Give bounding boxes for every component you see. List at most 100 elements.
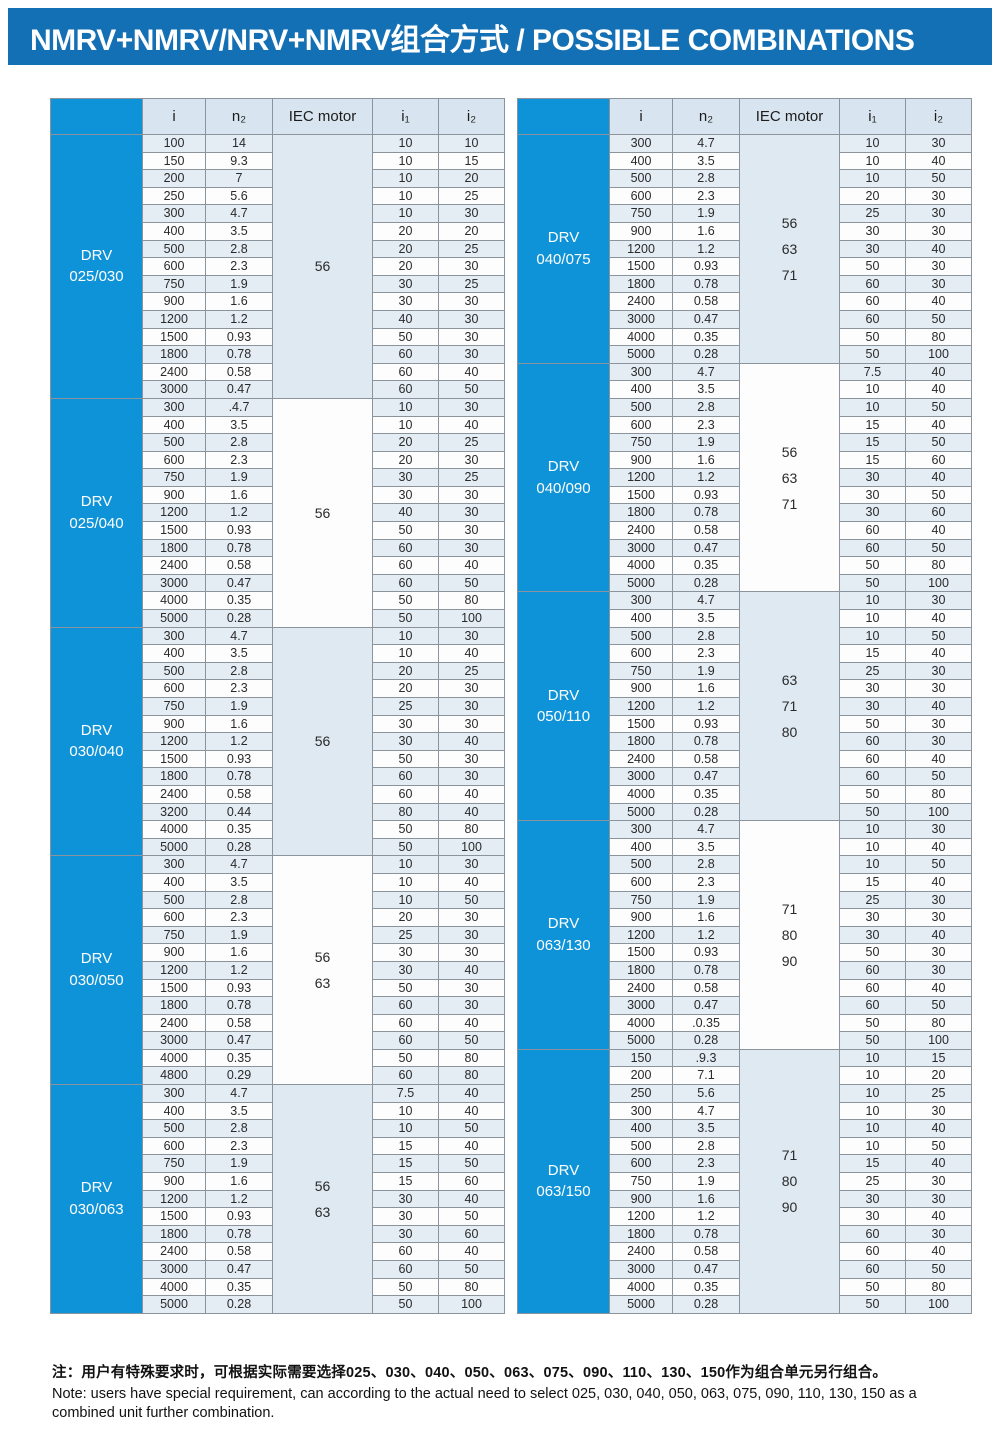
cell-i2: 30 [905,908,972,927]
cell-n2: 1.2 [672,239,740,259]
data-row: 3200 0.44 80 40 [51,802,505,822]
cell-i1: 30 [839,221,906,241]
cell-n2: 0.78 [672,732,740,751]
cell-i: 500 [609,169,673,188]
data-row: 2400 0.58 60 40 [51,1242,505,1261]
cell-i: 1500 [609,257,673,276]
cell-i1: 60 [839,1224,906,1244]
group-label-cell: DRV 063/130 [517,820,610,1050]
cell-n2: 2.8 [672,397,740,417]
cell-n2: 0.35 [205,820,273,839]
column-header-i2: i₂ [905,98,972,135]
cell-i: 1800 [609,732,673,751]
group-series: DRV [547,1161,580,1179]
cell-n2: 0.35 [672,556,740,575]
data-row: 500 2.8 20 25 [51,433,505,452]
cell-i2: 100 [905,345,972,364]
cell-i: 3000 [142,380,206,399]
cell-n2: 2.8 [672,855,740,874]
cell-i1: 60 [839,309,906,329]
cell-i2: 40 [438,1101,505,1121]
cell-n2: 2.3 [672,644,740,663]
cell-n2: 4.7 [672,134,740,153]
cell-i: 400 [609,380,673,399]
cell-i: 400 [609,609,673,628]
data-row: 3000 0.47 60 50 [51,1031,505,1050]
data-row: 1800 0.78 30 60 [51,1224,505,1244]
column-header-iec: IEC motor [272,98,373,135]
data-row: 750 1.9 25 30 [518,1172,972,1191]
cell-i: 750 [142,468,206,487]
cell-n2: 1.2 [205,503,273,523]
corner-cell [517,98,610,135]
cell-i1: 30 [372,732,439,751]
cell-n2: 1.6 [205,943,273,962]
group-label-cell: DRV 030/050 [50,855,143,1086]
cell-i: 1200 [609,468,673,487]
cell-i2: 50 [905,485,972,505]
cell-i2: 50 [905,433,972,452]
cell-i2: 40 [905,1154,972,1174]
cell-i1: 60 [372,380,439,399]
cell-i1: 10 [839,855,906,874]
cell-i1: 10 [372,1119,439,1138]
cell-i2: 30 [905,591,972,611]
cell-i: 500 [609,397,673,417]
data-row: 400 3.5 10 40 [51,1101,505,1121]
data-row: 750 1.9 30 25 [51,468,505,487]
cell-n2: 0.93 [205,327,273,347]
cell-i1: 60 [372,767,439,786]
cell-i1: 50 [839,573,906,593]
cell-n2: 0.78 [672,1224,740,1244]
iec-motor-size: 56 [314,1177,331,1194]
cell-i1: 10 [372,151,439,171]
cell-i2: 30 [905,732,972,751]
cell-i1: 15 [839,644,906,663]
cell-i: 5000 [609,1295,673,1314]
iec-motor-size: 71 [781,901,798,918]
cell-n2: 2.8 [205,239,273,259]
cell-i2: 60 [438,1172,505,1191]
cell-n2: 0.47 [205,380,273,399]
cell-i2: 40 [905,837,972,857]
cell-n2: 2.3 [205,450,273,470]
cell-i2: 40 [905,362,972,382]
data-row: 4000.0.35 50 80 [518,1013,972,1033]
cell-n2: 2.3 [672,415,740,435]
cell-i1: 50 [839,1031,906,1050]
cell-i: 500 [142,661,206,681]
cell-i1: 20 [372,239,439,259]
cell-i1: 60 [839,538,906,558]
cell-n2: 0.58 [205,784,273,804]
cell-i1: 10 [372,890,439,910]
iec-motor-cell: 56 [272,134,373,399]
cell-n2: 0.28 [672,1295,740,1314]
cell-n2: 3.5 [672,1119,740,1138]
cell-i: 750 [142,274,206,294]
data-row: 150 9.3 10 15 [51,151,505,171]
cell-n2: 4.7 [205,626,273,646]
cell-i2: 40 [905,872,972,892]
iec-motor-size: 71 [781,495,798,512]
data-row: 1500 0.93 30 50 [51,1207,505,1226]
data-row: DRV 040/075 300 4.7 56 63 71 10 30 [517,134,972,364]
data-row: 600 2.3 15 40 [51,1136,505,1156]
cell-i2: 50 [905,1260,972,1279]
data-row: 900 1.6 30 30 [518,1189,972,1209]
data-row: 5000 0.28 50 100 [51,609,505,628]
cell-i1: 50 [839,556,906,575]
cell-n2: 2.3 [205,908,273,927]
data-row: 200 7.1 10 20 [518,1066,972,1086]
cell-i1: 60 [839,274,906,294]
cell-i1: 20 [372,679,439,698]
cell-n2: 0.93 [205,749,273,769]
data-row: 1500 0.93 50 30 [518,943,972,962]
cell-n2: 0.28 [205,609,273,628]
cell-n2: 1.9 [205,468,273,487]
cell-i2: 25 [438,468,505,487]
data-row: 400 3.5 10 40 [51,644,505,663]
cell-i: 400 [142,644,206,663]
cell-i2: 40 [438,644,505,663]
cell-i2: 50 [438,1260,505,1279]
cell-n2: 3.5 [205,221,273,241]
